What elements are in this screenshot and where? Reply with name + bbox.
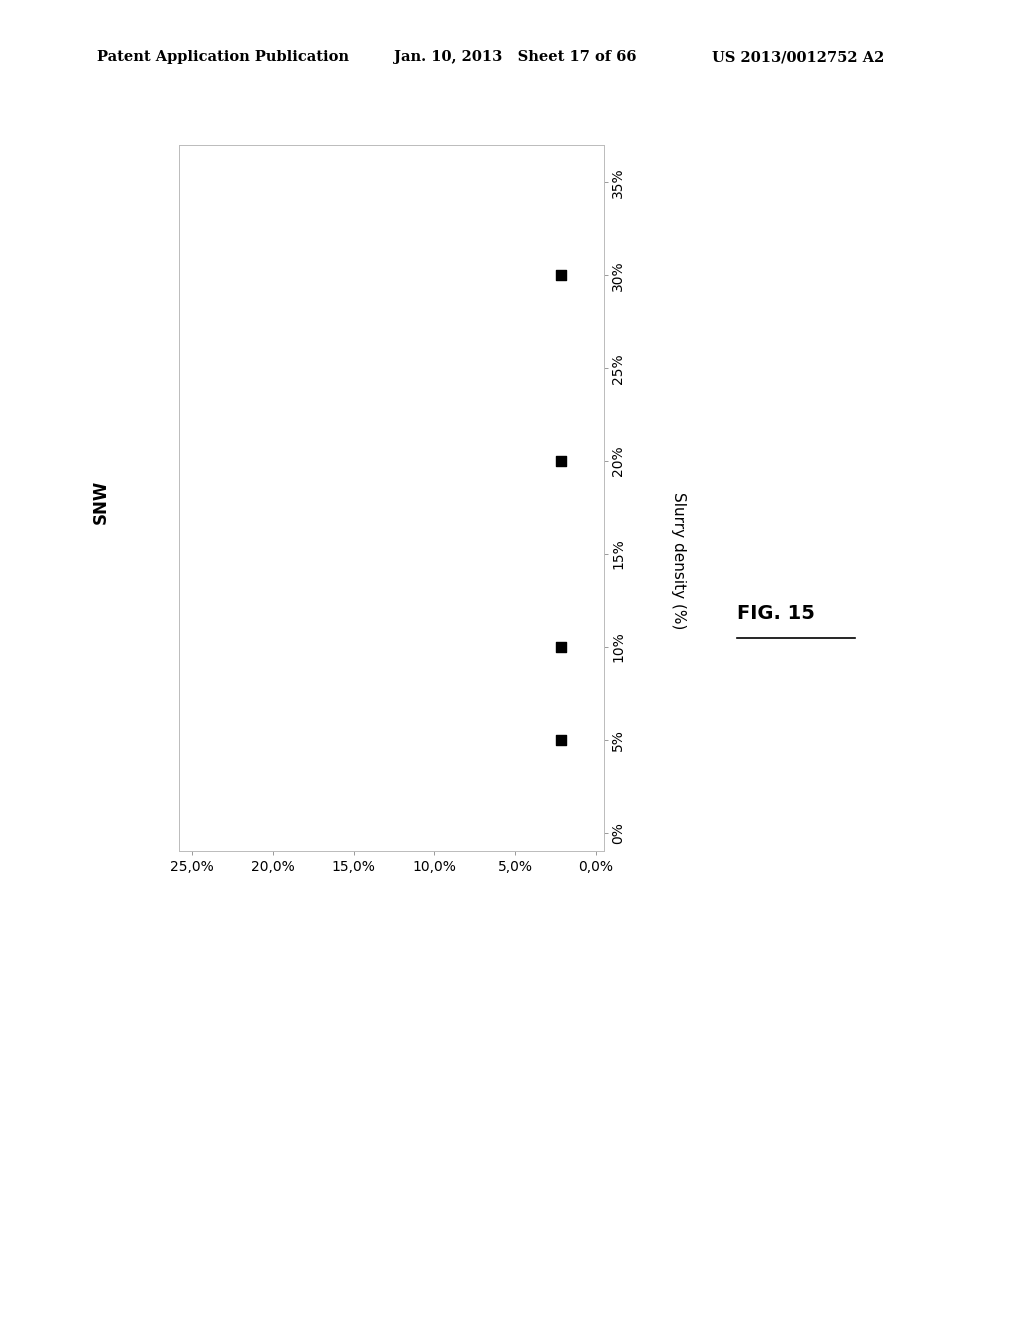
Text: Slurry density (%): Slurry density (%) bbox=[671, 492, 686, 630]
Text: Jan. 10, 2013   Sheet 17 of 66: Jan. 10, 2013 Sheet 17 of 66 bbox=[394, 50, 637, 65]
Text: FIG. 15: FIG. 15 bbox=[737, 605, 815, 623]
Text: US 2013/0012752 A2: US 2013/0012752 A2 bbox=[712, 50, 884, 65]
Point bbox=[552, 636, 568, 657]
Text: Patent Application Publication: Patent Application Publication bbox=[97, 50, 349, 65]
Text: SNW: SNW bbox=[91, 479, 110, 524]
Point bbox=[552, 450, 568, 471]
Point bbox=[552, 265, 568, 286]
Point bbox=[552, 730, 568, 751]
